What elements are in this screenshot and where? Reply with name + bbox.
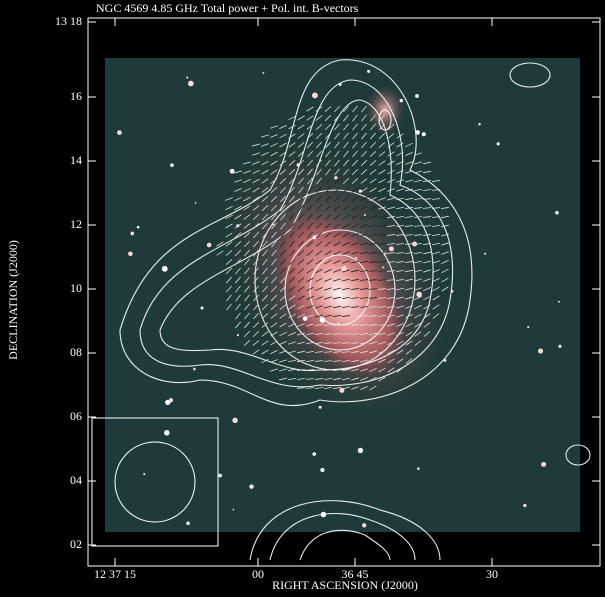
star — [188, 81, 194, 87]
star — [319, 406, 322, 409]
y-tick-label: 06 — [70, 409, 82, 423]
star — [527, 326, 529, 328]
star — [337, 323, 339, 325]
star — [541, 462, 546, 467]
y-tick-label: 10 — [70, 281, 82, 295]
star — [186, 521, 190, 525]
star — [137, 226, 140, 229]
y-axis-label: DECLINATION (J2000) — [6, 240, 20, 360]
y-tick-label: 04 — [70, 473, 82, 487]
star — [262, 72, 264, 74]
star — [367, 70, 370, 73]
figure: NGC 4569 4.85 GHz Total power + Pol. int… — [0, 0, 605, 592]
star — [164, 430, 170, 436]
star — [193, 368, 196, 371]
y-tick-label: 16 — [70, 89, 82, 103]
star — [422, 132, 426, 136]
star — [417, 467, 420, 470]
star — [362, 523, 366, 527]
star — [169, 398, 173, 402]
star — [334, 176, 337, 179]
star — [128, 251, 133, 256]
y-tick-label: 12 — [70, 217, 82, 231]
y-tick-label: 14 — [70, 153, 82, 167]
star — [415, 94, 419, 98]
star — [355, 257, 357, 259]
x-tick-label: 12 37 15 — [94, 567, 136, 581]
star — [230, 169, 235, 174]
star — [312, 93, 318, 99]
star — [201, 307, 204, 310]
y-tick-label: 08 — [70, 345, 82, 359]
y-tick-label: 13 18 — [55, 14, 82, 28]
star — [320, 468, 324, 472]
star — [117, 130, 122, 135]
x-tick-label: 30 — [486, 567, 498, 581]
star — [233, 509, 235, 511]
title: NGC 4569 4.85 GHz Total power + Pol. int… — [96, 1, 359, 15]
star — [497, 142, 500, 145]
star — [218, 474, 222, 478]
star — [186, 77, 188, 79]
star — [195, 202, 197, 204]
star — [523, 504, 526, 507]
x-tick-label: 36 45 — [342, 567, 369, 581]
star — [389, 246, 394, 251]
star — [478, 123, 480, 125]
star — [232, 418, 237, 423]
star — [170, 163, 174, 167]
star — [484, 253, 486, 255]
star — [162, 266, 168, 272]
star — [558, 301, 560, 303]
star — [558, 345, 561, 348]
star — [538, 349, 543, 354]
star — [358, 448, 363, 453]
star — [207, 243, 212, 248]
star — [382, 266, 384, 268]
star — [143, 473, 145, 475]
star — [237, 334, 239, 336]
star — [130, 232, 134, 236]
star — [400, 99, 403, 102]
star — [555, 211, 559, 215]
y-tick-label: 02 — [70, 537, 82, 551]
x-tick-label: 00 — [252, 567, 264, 581]
star — [249, 484, 253, 488]
star — [312, 452, 316, 456]
